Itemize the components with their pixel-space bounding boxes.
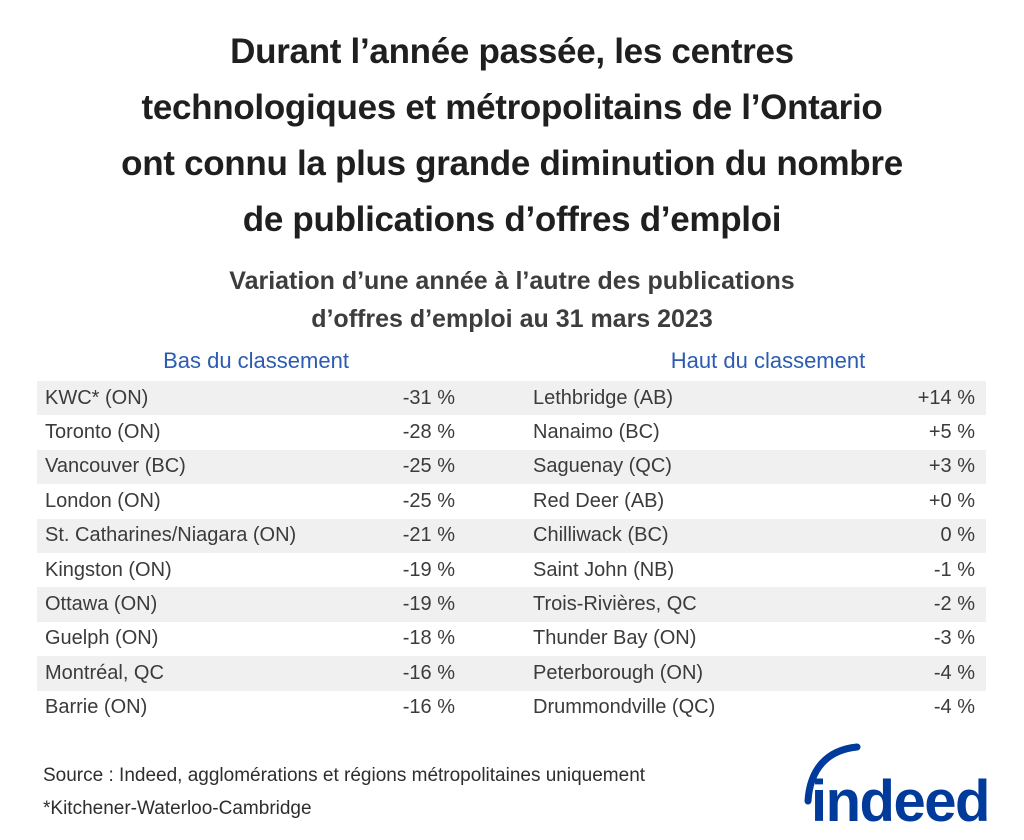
left-value: -21 % bbox=[402, 524, 455, 547]
left-value: -28 % bbox=[402, 421, 455, 444]
right-city: Red Deer (AB) bbox=[533, 489, 665, 512]
right-city: Saint John (NB) bbox=[533, 558, 675, 581]
right-city: Drummondville (QC) bbox=[533, 696, 716, 719]
left-city: London (ON) bbox=[45, 489, 161, 512]
left-city: Vancouver (BC) bbox=[45, 455, 186, 478]
table-row: Ottawa (ON) -19 % Trois-Rivières, QC -2 … bbox=[37, 587, 986, 622]
left-value: -16 % bbox=[402, 661, 455, 684]
right-value: 0 % bbox=[940, 524, 975, 547]
right-value: +3 % bbox=[928, 455, 975, 478]
right-city: Thunder Bay (ON) bbox=[533, 627, 697, 650]
right-value: +0 % bbox=[928, 489, 975, 512]
column-headers: Bas du classement Haut du classement bbox=[0, 348, 1024, 374]
right-value: -4 % bbox=[933, 661, 975, 684]
right-city: Nanaimo (BC) bbox=[533, 421, 660, 444]
right-city: Peterborough (ON) bbox=[533, 661, 704, 684]
table-row: St. Catharines/Niagara (ON) -21 % Chilli… bbox=[37, 518, 986, 553]
table-row: Montréal, QC -16 % Peterborough (ON) -4 … bbox=[37, 656, 986, 691]
right-city: Trois-Rivières, QC bbox=[533, 593, 697, 616]
table-row: Toronto (ON) -28 % Nanaimo (BC) +5 % bbox=[37, 415, 986, 450]
indeed-logo: indeed bbox=[801, 741, 996, 834]
left-value: -25 % bbox=[402, 455, 455, 478]
right-value: -4 % bbox=[933, 696, 975, 719]
left-city: Ottawa (ON) bbox=[45, 593, 158, 616]
right-city: Saguenay (QC) bbox=[533, 455, 672, 478]
right-value: +5 % bbox=[928, 421, 975, 444]
left-city: Kingston (ON) bbox=[45, 558, 172, 581]
right-column-header: Haut du classement bbox=[670, 348, 866, 373]
right-value: +14 % bbox=[917, 386, 975, 409]
table-row: London (ON) -25 % Red Deer (AB) +0 % bbox=[37, 484, 986, 519]
footer: Source : Indeed, agglomérations et régio… bbox=[43, 759, 645, 825]
ranking-table: KWC* (ON) -31 % Lethbridge (AB) +14 % To… bbox=[37, 381, 986, 725]
source-text: Source : Indeed, agglomérations et régio… bbox=[43, 765, 646, 786]
right-value: -2 % bbox=[933, 593, 975, 616]
left-value: -31 % bbox=[402, 386, 455, 409]
left-value: -25 % bbox=[402, 489, 455, 512]
table-row: Kingston (ON) -19 % Saint John (NB) -1 % bbox=[37, 552, 986, 588]
left-city: Toronto (ON) bbox=[45, 421, 161, 444]
left-city: Montréal, QC bbox=[45, 661, 164, 684]
left-value: -18 % bbox=[402, 627, 455, 650]
left-city: Barrie (ON) bbox=[45, 696, 148, 719]
left-value: -19 % bbox=[402, 593, 455, 616]
indeed-logo-text: indeed bbox=[811, 769, 989, 833]
left-value: -16 % bbox=[402, 696, 455, 719]
left-city: Guelph (ON) bbox=[45, 627, 159, 650]
indeed-logo-arc-icon bbox=[804, 743, 861, 805]
chart-subtitle: Variation d’une année à l’autre des publ… bbox=[229, 267, 795, 333]
table-row: Guelph (ON) -18 % Thunder Bay (ON) -3 % bbox=[37, 621, 986, 657]
right-city: Chilliwack (BC) bbox=[533, 524, 669, 547]
left-city: St. Catharines/Niagara (ON) bbox=[45, 524, 297, 547]
right-value: -3 % bbox=[933, 627, 975, 650]
right-value: -1 % bbox=[933, 558, 975, 581]
right-city: Lethbridge (AB) bbox=[533, 386, 674, 409]
left-city: KWC* (ON) bbox=[45, 386, 149, 409]
table-row: Vancouver (BC) -25 % Saguenay (QC) +3 % bbox=[37, 449, 986, 485]
table-row: Barrie (ON) -16 % Drummondville (QC) -4 … bbox=[37, 690, 986, 725]
chart-title: Durant l’année passée, les centres techn… bbox=[121, 32, 903, 239]
left-column-header: Bas du classement bbox=[163, 348, 349, 373]
left-value: -19 % bbox=[402, 558, 455, 581]
table-row: KWC* (ON) -31 % Lethbridge (AB) +14 % bbox=[37, 381, 986, 416]
footnote-text: *Kitchener-Waterloo-Cambridge bbox=[43, 798, 312, 819]
